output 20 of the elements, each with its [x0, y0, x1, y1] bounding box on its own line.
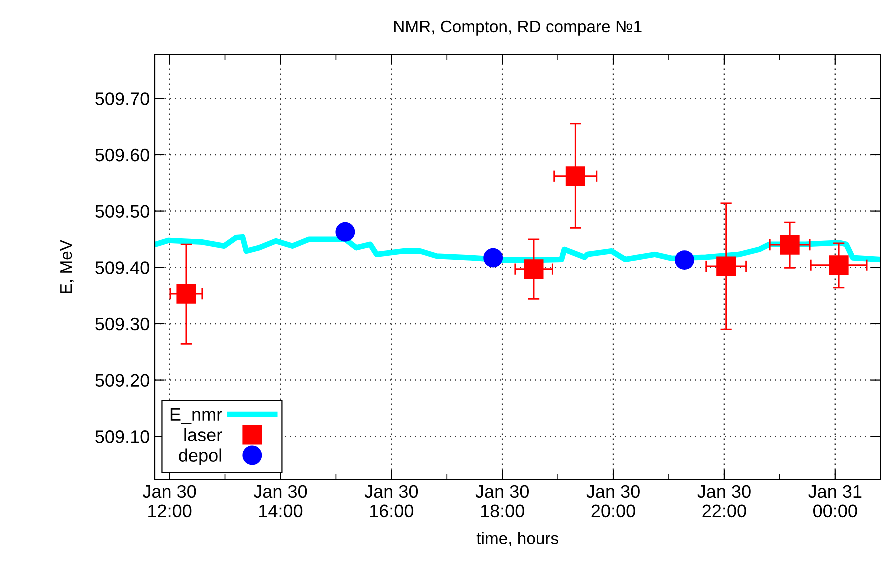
x-axis-title: time, hours — [476, 532, 558, 546]
legend-label: laser — [184, 428, 222, 442]
y-tick-label: 509.50 — [96, 205, 150, 218]
y-axis-title: E, MeV — [60, 240, 74, 294]
legend-label: E_nmr — [170, 408, 222, 425]
y-tick-label: 509.40 — [96, 262, 150, 274]
x-tick-label: Jan 30 16:00 — [364, 485, 418, 518]
x-tick-label: Jan 30 14:00 — [254, 485, 308, 518]
x-tick-label: Jan 30 12:00 — [142, 485, 196, 518]
y-tick-label: 509.60 — [96, 148, 150, 162]
chart-title: NMR, Compton, RD compare №1 — [394, 20, 642, 36]
y-tick-label: 509.10 — [96, 430, 150, 444]
y-tick-label: 509.30 — [96, 318, 150, 331]
y-tick-label: 509.20 — [96, 374, 150, 388]
x-tick-label: Jan 30 20:00 — [586, 485, 640, 518]
x-tick-label: Jan 30 18:00 — [476, 485, 529, 518]
x-tick-label: Jan 30 22:00 — [698, 485, 751, 518]
y-tick-label: 509.70 — [96, 92, 150, 106]
legend-label: depol — [179, 448, 222, 466]
x-tick-label: Jan 31 00:00 — [808, 485, 862, 518]
